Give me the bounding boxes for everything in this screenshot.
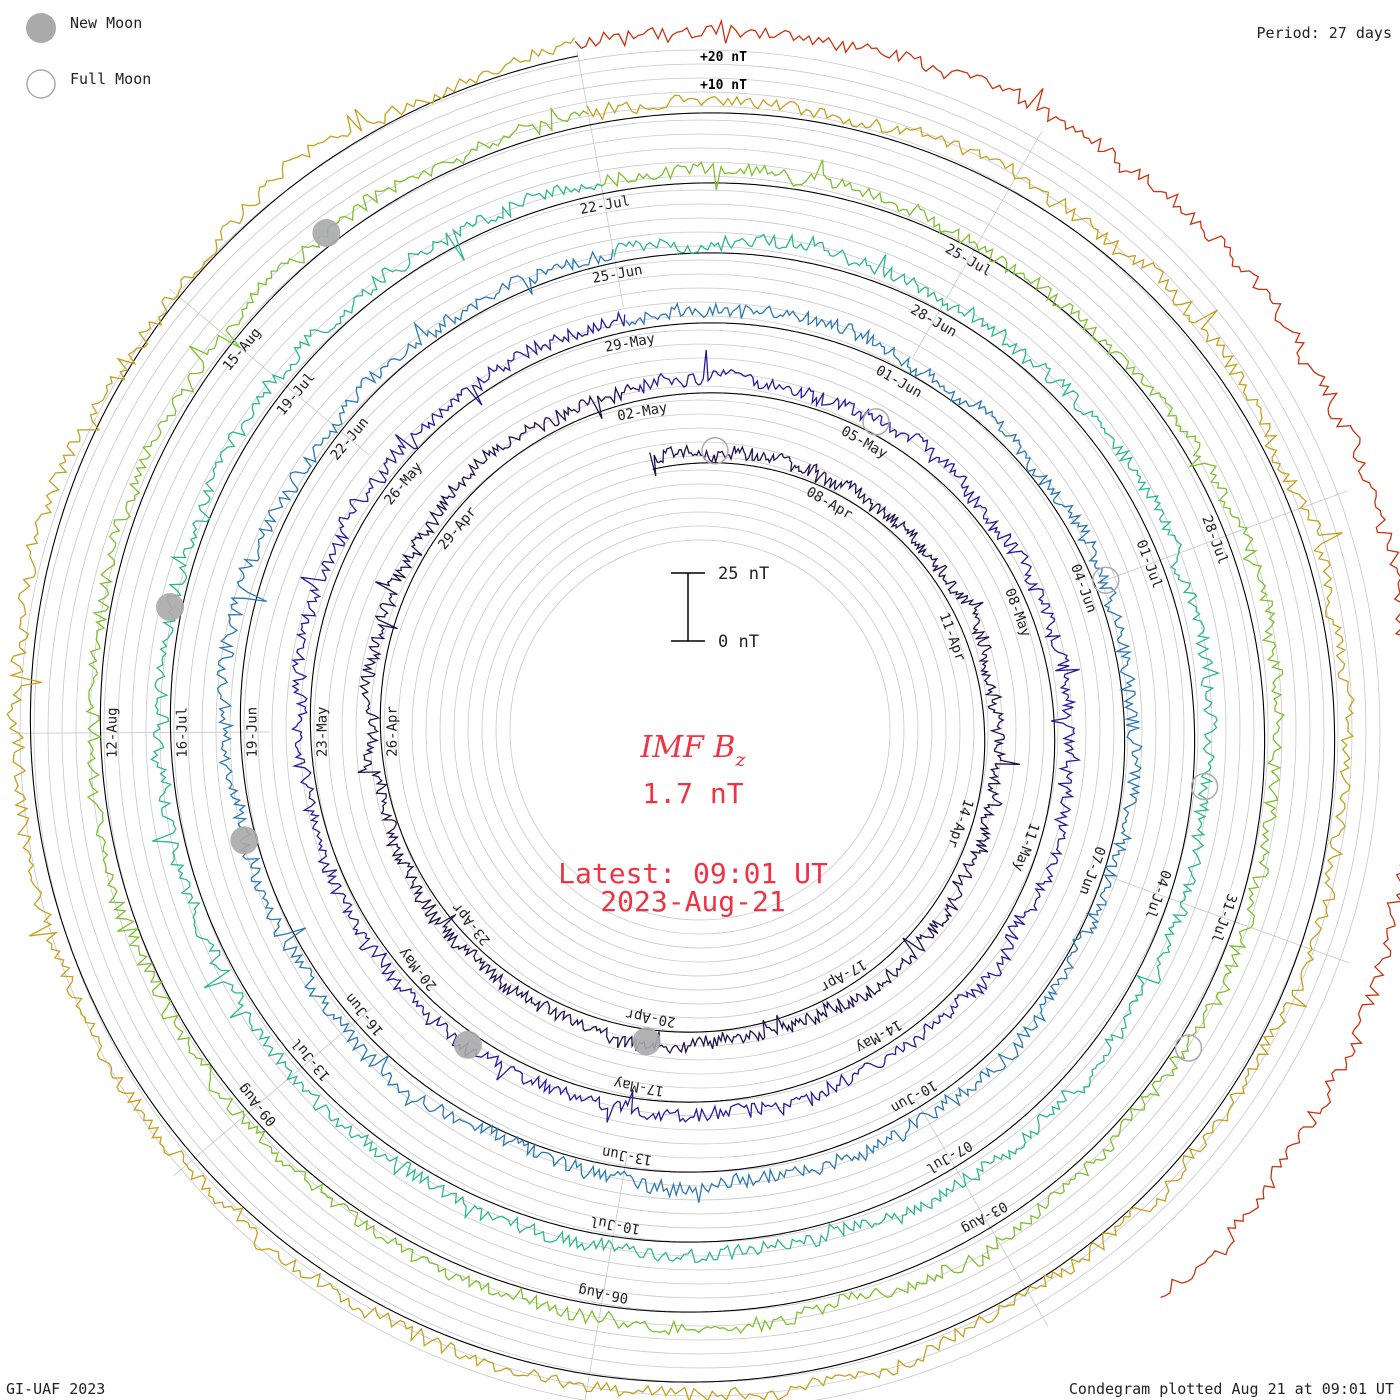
new-moon-marker xyxy=(632,1027,661,1056)
grid-ring xyxy=(159,189,1241,1271)
moon-markers xyxy=(156,219,1219,1062)
latest-time: Latest: 09:01 UT xyxy=(558,857,828,890)
date-label: 26-Apr xyxy=(384,706,400,757)
scale-top-label: 25 nT xyxy=(718,564,769,584)
grid-spoke xyxy=(10,731,271,734)
grid-ring xyxy=(131,161,1269,1299)
title-subscript: z xyxy=(734,749,746,771)
date-label: 20-Apr xyxy=(624,1005,677,1029)
date-label: 08-May xyxy=(1001,586,1034,639)
grid-ring xyxy=(383,413,1017,1047)
grid-ring xyxy=(299,329,1101,1131)
grid-spoke xyxy=(173,1007,373,1177)
grid-ring xyxy=(61,91,1339,1369)
new-moon-legend-icon xyxy=(26,13,56,43)
full-moon-legend-icon xyxy=(26,69,56,99)
full-moon-legend-label: Full Moon xyxy=(70,70,151,88)
grid-ring xyxy=(495,525,905,935)
grid-spoke xyxy=(169,288,370,456)
grid-ring xyxy=(75,105,1325,1355)
date-label: 12-Aug xyxy=(104,707,120,758)
grid-ring xyxy=(355,385,1045,1075)
new-moon-legend-label: New Moon xyxy=(70,14,142,32)
grid-ring xyxy=(341,371,1059,1089)
grid-ring xyxy=(215,245,1185,1215)
grid-ring xyxy=(19,49,1381,1400)
baseline-cycle-1 xyxy=(379,399,986,1033)
grid-ring xyxy=(369,399,1031,1061)
grid-ring xyxy=(509,539,891,921)
grid-ring xyxy=(145,175,1255,1285)
date-label: 01-Jul xyxy=(1133,538,1166,591)
grid-ring xyxy=(467,497,933,963)
trace-cycle-5 xyxy=(85,106,1285,1336)
full-moon-marker xyxy=(1190,772,1219,801)
grid-spoke xyxy=(916,1101,1049,1327)
baseline-spirals xyxy=(29,55,1336,1383)
grid-ring xyxy=(201,231,1199,1229)
grid-ring xyxy=(271,301,1129,1159)
full-moon-marker xyxy=(1092,566,1120,594)
grid-spoke xyxy=(584,1153,628,1400)
baseline-cycle-2 xyxy=(309,330,1056,1103)
scale-label-10nt: +10 nT xyxy=(700,78,747,93)
date-label: 02-May xyxy=(616,400,669,425)
grid-ring xyxy=(411,441,989,1019)
grid-ring xyxy=(481,511,919,949)
grid-ring xyxy=(33,63,1367,1397)
trace-cycle-6 xyxy=(6,37,1355,1400)
baseline-cycle-5 xyxy=(99,124,1266,1313)
grid-rings xyxy=(19,49,1381,1400)
baseline-cycle-4 xyxy=(169,193,1196,1243)
trace-cycle-3 xyxy=(216,249,1143,1203)
latest-date: 2023-Aug-21 xyxy=(600,885,785,918)
date-label: 23-May xyxy=(314,706,330,757)
new-moon-marker xyxy=(312,219,341,247)
grid-spoke xyxy=(1104,874,1350,964)
plotted-label: Condegram plotted Aug 21 at 09:01 UT xyxy=(1069,1380,1394,1398)
full-moon-marker xyxy=(862,408,890,436)
new-moon-marker xyxy=(453,1030,482,1059)
data-traces xyxy=(6,18,1400,1400)
date-label: 28-Jul xyxy=(1198,514,1231,567)
radial-spokes xyxy=(10,50,1350,1400)
scale-bar xyxy=(671,572,705,642)
date-label: 19-Jun xyxy=(244,707,260,758)
full-moon-marker xyxy=(1174,1034,1203,1062)
grid-ring xyxy=(453,483,947,977)
date-label: 10-Jul xyxy=(589,1212,642,1236)
credit-label: GI-UAF 2023 xyxy=(6,1380,105,1398)
current-value: 1.7 nT xyxy=(642,777,743,810)
baseline-cycle-6 xyxy=(29,55,1336,1383)
date-label: 11-Apr xyxy=(936,611,969,664)
scale-label-20nt: +20 nT xyxy=(700,50,747,65)
period-label: Period: 27 days xyxy=(1257,24,1392,42)
grid-ring xyxy=(243,273,1157,1187)
baseline-cycle-3 xyxy=(239,262,1126,1173)
trace-cycle-7 xyxy=(574,18,1400,1299)
new-moon-marker xyxy=(156,593,184,621)
grid-ring xyxy=(173,203,1227,1257)
date-label: 17-May xyxy=(613,1074,666,1098)
date-label: 29-May xyxy=(604,331,657,356)
full-moon-marker xyxy=(701,437,729,465)
title-main: IMF B xyxy=(640,730,736,765)
grid-spoke xyxy=(912,130,1043,357)
date-label: 06-Aug xyxy=(577,1281,630,1305)
trace-cycle-1 xyxy=(357,383,1021,1055)
grid-ring xyxy=(103,133,1297,1327)
date-label: 04-Jun xyxy=(1067,562,1100,615)
grid-ring xyxy=(285,315,1115,1145)
grid-ring xyxy=(425,455,975,1005)
grid-ring xyxy=(439,469,961,991)
new-moon-marker xyxy=(230,826,259,855)
date-label: 16-Jul xyxy=(174,707,190,758)
date-label: 13-Jun xyxy=(601,1143,654,1167)
chart-title: IMF Bz xyxy=(640,730,747,771)
grid-spoke xyxy=(576,50,624,307)
scale-bottom-label: 0 nT xyxy=(718,632,759,652)
trace-cycle-4 xyxy=(150,183,1221,1264)
trace-cycle-2 xyxy=(291,310,1082,1123)
